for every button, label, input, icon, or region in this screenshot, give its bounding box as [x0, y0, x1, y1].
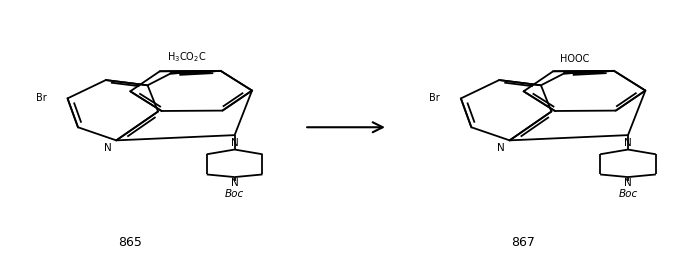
Text: H$_3$CO$_2$C: H$_3$CO$_2$C: [167, 50, 207, 64]
Text: Br: Br: [36, 93, 47, 103]
Text: N: N: [624, 138, 632, 148]
Text: 867: 867: [512, 236, 535, 249]
Text: N: N: [624, 178, 632, 188]
Text: 865: 865: [118, 236, 142, 249]
Text: Boc: Boc: [225, 189, 244, 199]
Text: N: N: [231, 138, 238, 148]
Text: N: N: [104, 143, 112, 153]
Text: HOOC: HOOC: [561, 54, 590, 64]
Text: N: N: [498, 143, 505, 153]
Text: N: N: [231, 178, 238, 188]
Text: Boc: Boc: [619, 189, 637, 199]
Text: Br: Br: [429, 93, 440, 103]
